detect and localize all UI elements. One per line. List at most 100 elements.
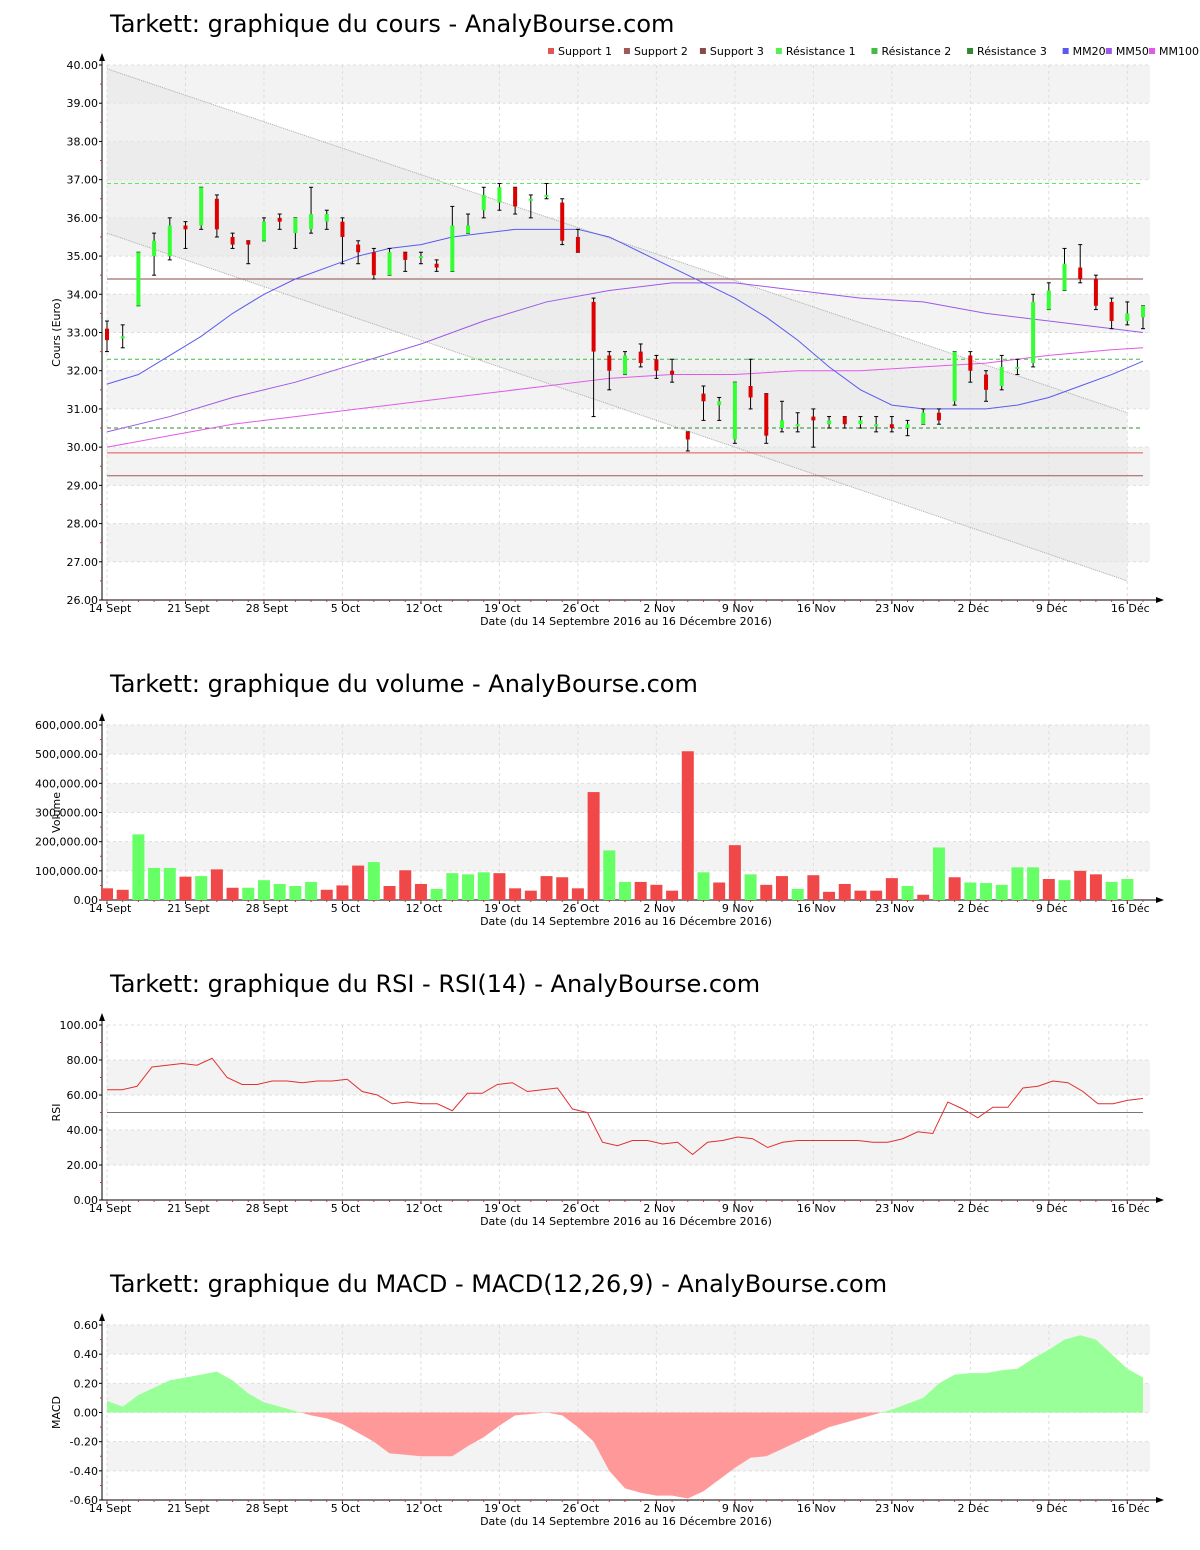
- legend: Support 1 Support 2 Support 3 Résistance 1 R…: [548, 45, 1199, 58]
- candle-body: [544, 194, 549, 197]
- candle-body: [261, 221, 266, 241]
- candle: [450, 205, 455, 272]
- candle-body: [152, 240, 157, 257]
- y-axis-arrow: [99, 53, 105, 61]
- volume-bar: [870, 890, 883, 900]
- volume-bar: [728, 845, 741, 900]
- y-tick-label: 30.00: [67, 441, 99, 454]
- legend-swatch: [1105, 48, 1112, 54]
- x-axis-arrow: [1156, 897, 1164, 903]
- candle-body: [309, 214, 314, 230]
- candle-body: [842, 416, 847, 425]
- x-tick-label: 19 Oct: [484, 1502, 521, 1515]
- candle: [591, 297, 596, 418]
- volume-bar: [257, 880, 270, 900]
- candle: [497, 182, 502, 211]
- y-tick-label: 300,000.00: [35, 807, 98, 820]
- candle-body: [199, 187, 204, 226]
- volume-bar: [1042, 879, 1055, 900]
- candle-body: [764, 393, 769, 436]
- candle: [607, 351, 612, 391]
- volume-bar: [697, 872, 710, 900]
- volume-bar: [493, 873, 506, 900]
- y-tick-label: 35.00: [67, 250, 99, 263]
- candle: [528, 194, 533, 219]
- x-tick-label: 2 Déc: [957, 1202, 989, 1215]
- x-tick-label: 5 Oct: [331, 602, 361, 615]
- volume-bar: [462, 874, 475, 900]
- y-tick-label: 500,000.00: [35, 748, 98, 761]
- candle-body: [748, 386, 753, 398]
- grid-band: [107, 1060, 1150, 1095]
- x-axis-title: Date (du 14 Septembre 2016 au 16 Décembr…: [480, 1215, 772, 1228]
- y-tick-label: 0.00: [74, 1407, 99, 1420]
- candle-body: [497, 187, 502, 203]
- volume-bar: [163, 867, 176, 900]
- volume-bar: [823, 891, 836, 900]
- candle: [120, 324, 125, 349]
- candle-body: [638, 351, 643, 364]
- y-axis-arrow: [99, 713, 105, 721]
- x-tick-label: 14 Sept: [89, 602, 132, 615]
- candle: [277, 213, 282, 230]
- volume-bar: [964, 882, 977, 900]
- macd-area-positive: [881, 1335, 1143, 1413]
- volume-bar: [132, 834, 145, 900]
- volume-chart-title: Tarkett: graphique du volume - AnalyBour…: [110, 670, 698, 698]
- candle: [1141, 305, 1145, 330]
- x-tick-label: 23 Nov: [875, 902, 914, 915]
- candle: [984, 370, 989, 402]
- legend-swatch: [871, 48, 878, 54]
- legend-swatch: [1062, 48, 1069, 54]
- x-tick-label: 28 Sept: [246, 902, 289, 915]
- candle: [811, 408, 816, 448]
- candle: [1062, 247, 1067, 291]
- candle: [1031, 293, 1036, 368]
- volume-bar: [932, 847, 945, 900]
- candle-body: [1125, 313, 1130, 322]
- legend-label: MM20: [1073, 45, 1106, 58]
- x-tick-label: 16 Nov: [797, 1502, 836, 1515]
- candle: [544, 182, 549, 200]
- candle: [214, 194, 219, 238]
- candle-body: [732, 382, 737, 440]
- y-tick-label: 28.00: [67, 518, 99, 531]
- y-tick-label: 38.00: [67, 135, 99, 148]
- candle: [654, 354, 659, 379]
- legend-item: Support 1: [548, 45, 612, 58]
- candle-body: [607, 355, 612, 371]
- candle-body: [340, 221, 345, 237]
- candle: [748, 358, 753, 410]
- legend-item: MM100: [1149, 45, 1199, 58]
- volume-bar: [1105, 881, 1118, 900]
- grid-band: [107, 1325, 1150, 1355]
- candle-body: [952, 351, 957, 402]
- candle: [199, 186, 204, 230]
- candle-body: [560, 202, 565, 241]
- x-tick-label: 19 Oct: [484, 902, 521, 915]
- x-tick-label: 16 Nov: [797, 602, 836, 615]
- candle-body: [1015, 366, 1020, 369]
- legend-swatch: [548, 48, 554, 54]
- candle: [481, 186, 486, 219]
- y-tick-label: -0.20: [70, 1436, 98, 1449]
- candle: [560, 198, 565, 246]
- candle-body: [670, 370, 675, 375]
- candle-body: [858, 420, 863, 425]
- y-tick-label: 29.00: [67, 479, 99, 492]
- y-axis-title: Volume: [50, 792, 63, 833]
- x-axis-arrow: [1156, 1197, 1164, 1203]
- candle: [717, 396, 722, 421]
- volume-bar: [509, 888, 522, 900]
- legend-item: Résistance 2: [871, 45, 951, 58]
- macd-chart: -0.60 -0.40 -0.20 0.00 0.20 0.40 0.60 14 Sept 21…: [50, 1313, 1164, 1528]
- x-tick-label: 16 Déc: [1111, 1202, 1150, 1215]
- legend-item: MM20: [1062, 45, 1106, 58]
- x-tick-label: 12 Oct: [406, 902, 443, 915]
- y-tick-label: 400,000.00: [35, 777, 98, 790]
- grid-band: [107, 725, 1150, 755]
- x-tick-label: 9 Déc: [1036, 1502, 1068, 1515]
- candle: [968, 351, 973, 383]
- y-axis-title: MACD: [50, 1396, 63, 1429]
- x-tick-label: 2 Nov: [643, 1202, 675, 1215]
